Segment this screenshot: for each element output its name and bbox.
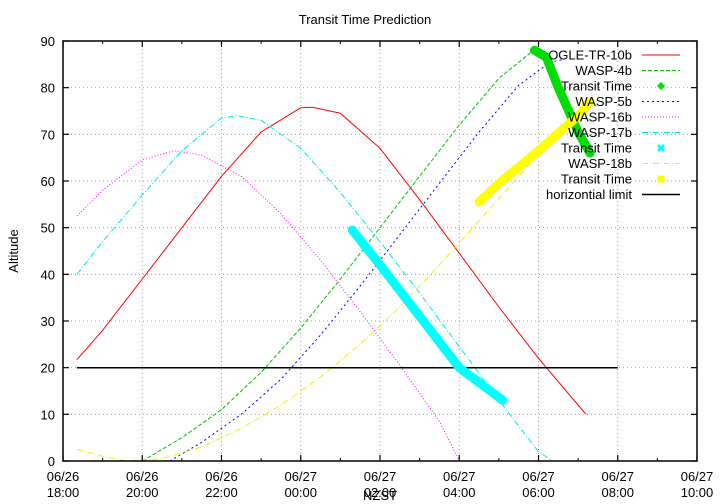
svg-text:06/26: 06/26 (47, 469, 80, 484)
x-axis-tick-labels: 06/2618:0006/2620:0006/2622:0006/2700:00… (47, 469, 714, 500)
svg-text:Transit Time: Transit Time (561, 141, 632, 156)
svg-text:06/26: 06/26 (205, 469, 238, 484)
axis-ticks (62, 40, 698, 462)
transit-wasp-18b (474, 97, 595, 207)
y-tick-label: 90 (41, 34, 55, 49)
y-tick-label: 70 (41, 127, 55, 142)
svg-text:WASP-17b: WASP-17b (568, 125, 632, 140)
svg-text:06/27: 06/27 (601, 469, 634, 484)
svg-text:22:00: 22:00 (205, 485, 238, 500)
svg-text:06/27: 06/27 (681, 469, 714, 484)
series-wasp-17b (76, 115, 553, 462)
svg-text:06/27: 06/27 (443, 469, 476, 484)
y-tick-label: 80 (41, 81, 55, 96)
svg-text:04:00: 04:00 (443, 485, 476, 500)
y-tick-label: 10 (41, 407, 55, 422)
svg-text:WASP-16b: WASP-16b (568, 110, 632, 125)
x-axis-label: NZST (363, 488, 397, 503)
y-tick-label: 30 (41, 314, 55, 329)
chart-title: Transit Time Prediction (299, 12, 431, 27)
svg-text:20:00: 20:00 (126, 485, 159, 500)
legend-entry-ogle-tr-10b: OGLE-TR-10b (548, 48, 680, 63)
svg-text:WASP-18b: WASP-18b (568, 156, 632, 171)
svg-text:horizontial limit: horizontial limit (546, 187, 632, 202)
series-ogle-tr-10b (76, 106, 587, 415)
svg-text:06/27: 06/27 (364, 469, 397, 484)
svg-text:OGLE-TR-10b: OGLE-TR-10b (548, 48, 632, 63)
series-wasp-4b (142, 49, 539, 462)
svg-text:00:00: 00:00 (284, 485, 317, 500)
legend-entry-transit-time: Transit Time (561, 141, 666, 156)
y-tick-label: 50 (41, 221, 55, 236)
svg-text:06/27: 06/27 (522, 469, 555, 484)
legend-entry-wasp-4b: WASP-4b (575, 63, 680, 78)
y-axis-tick-labels: 0 10 20 30 40 50 60 70 80 90 (41, 34, 55, 469)
svg-text:02:00: 02:00 (364, 485, 397, 500)
svg-text:10:00: 10:00 (681, 485, 714, 500)
svg-text:Transit Time: Transit Time (561, 172, 632, 187)
transit-wasp-17b (347, 225, 508, 405)
svg-text:Transit Time: Transit Time (561, 79, 632, 94)
y-tick-label: 40 (41, 267, 55, 282)
legend-entry-wasp-18b: WASP-18b (568, 156, 680, 171)
svg-text:08:00: 08:00 (601, 485, 634, 500)
y-axis-label: Altitude (6, 229, 21, 272)
svg-text:06:00: 06:00 (522, 485, 555, 500)
series-layer (76, 45, 618, 462)
svg-text:06/26: 06/26 (126, 469, 159, 484)
transit-wasp-4b (530, 45, 595, 158)
legend-entry-wasp-5b: WASP-5b (575, 94, 680, 109)
y-tick-label: 20 (41, 361, 55, 376)
svg-text:18:00: 18:00 (47, 485, 80, 500)
svg-text:06/27: 06/27 (284, 469, 317, 484)
legend-entry-wasp-17b: WASP-17b (568, 125, 680, 140)
legend-entry-transit-time: Transit Time (561, 79, 665, 94)
svg-text:WASP-5b: WASP-5b (575, 94, 632, 109)
legend-entry-horizontial-limit: horizontial limit (546, 187, 680, 202)
series-wasp-16b (76, 150, 460, 462)
y-tick-label: 60 (41, 174, 55, 189)
legend-entry-wasp-16b: WASP-16b (568, 110, 680, 125)
svg-text:WASP-4b: WASP-4b (575, 63, 632, 78)
series-wasp-18b (76, 96, 591, 462)
y-tick-label: 0 (48, 454, 55, 469)
legend-entry-transit-time: Transit Time (561, 172, 665, 187)
